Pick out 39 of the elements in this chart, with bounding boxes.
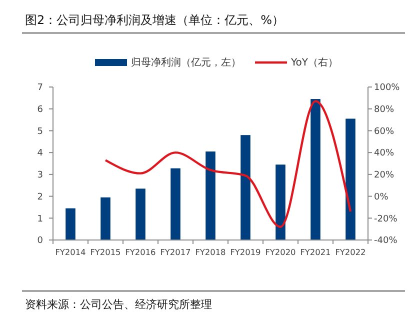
y2-tick-label: -20% — [374, 214, 398, 224]
y2-tick-label: 80% — [374, 105, 394, 116]
y-tick-label: 4 — [37, 148, 44, 159]
bar — [170, 168, 180, 240]
y-tick-label: 1 — [37, 214, 43, 224]
bar — [206, 151, 216, 240]
x-tick-label: FY2018 — [195, 247, 226, 257]
y2-tick-label: -40% — [374, 236, 398, 246]
y2-tick-label: 40% — [374, 148, 394, 159]
y-tick-label: 2 — [37, 192, 43, 202]
x-tick-label: FY2017 — [160, 247, 191, 257]
legend-label: YoY（右） — [290, 58, 338, 68]
x-tick-label: FY2022 — [335, 247, 366, 257]
legend-label: 归母净利润（亿元，左） — [131, 56, 241, 68]
y2-tick-label: 100% — [374, 83, 400, 94]
chart-title: 图2：公司归母净利润及增速（单位：亿元、%） — [25, 13, 284, 27]
x-tick-label: FY2015 — [90, 247, 121, 257]
x-tick-label: FY2016 — [125, 247, 156, 257]
x-tick-label: FY2020 — [265, 247, 296, 257]
bar — [310, 99, 320, 240]
y-tick-label: 6 — [37, 105, 44, 116]
bar — [66, 208, 76, 240]
y2-tick-label: 60% — [374, 126, 394, 137]
bar — [100, 197, 110, 240]
x-tick-label: FY2019 — [230, 247, 261, 257]
bar — [240, 135, 250, 240]
line-series — [104, 100, 352, 228]
text: 资料来源：公司公告、经济研究所整理 — [25, 298, 212, 311]
y2-tick-label: 20% — [374, 170, 394, 181]
bar — [136, 188, 146, 240]
x-tick-label: FY2014 — [55, 247, 86, 257]
y-tick-label: 5 — [37, 126, 43, 137]
y-tick-label: 3 — [37, 170, 43, 181]
y2-tick-label: 0% — [374, 192, 389, 202]
bar — [276, 164, 286, 240]
bar — [346, 118, 356, 240]
y-tick-label: 7 — [37, 83, 43, 94]
x-tick-label: FY2021 — [300, 247, 331, 257]
y-tick-label: 0 — [37, 236, 44, 246]
